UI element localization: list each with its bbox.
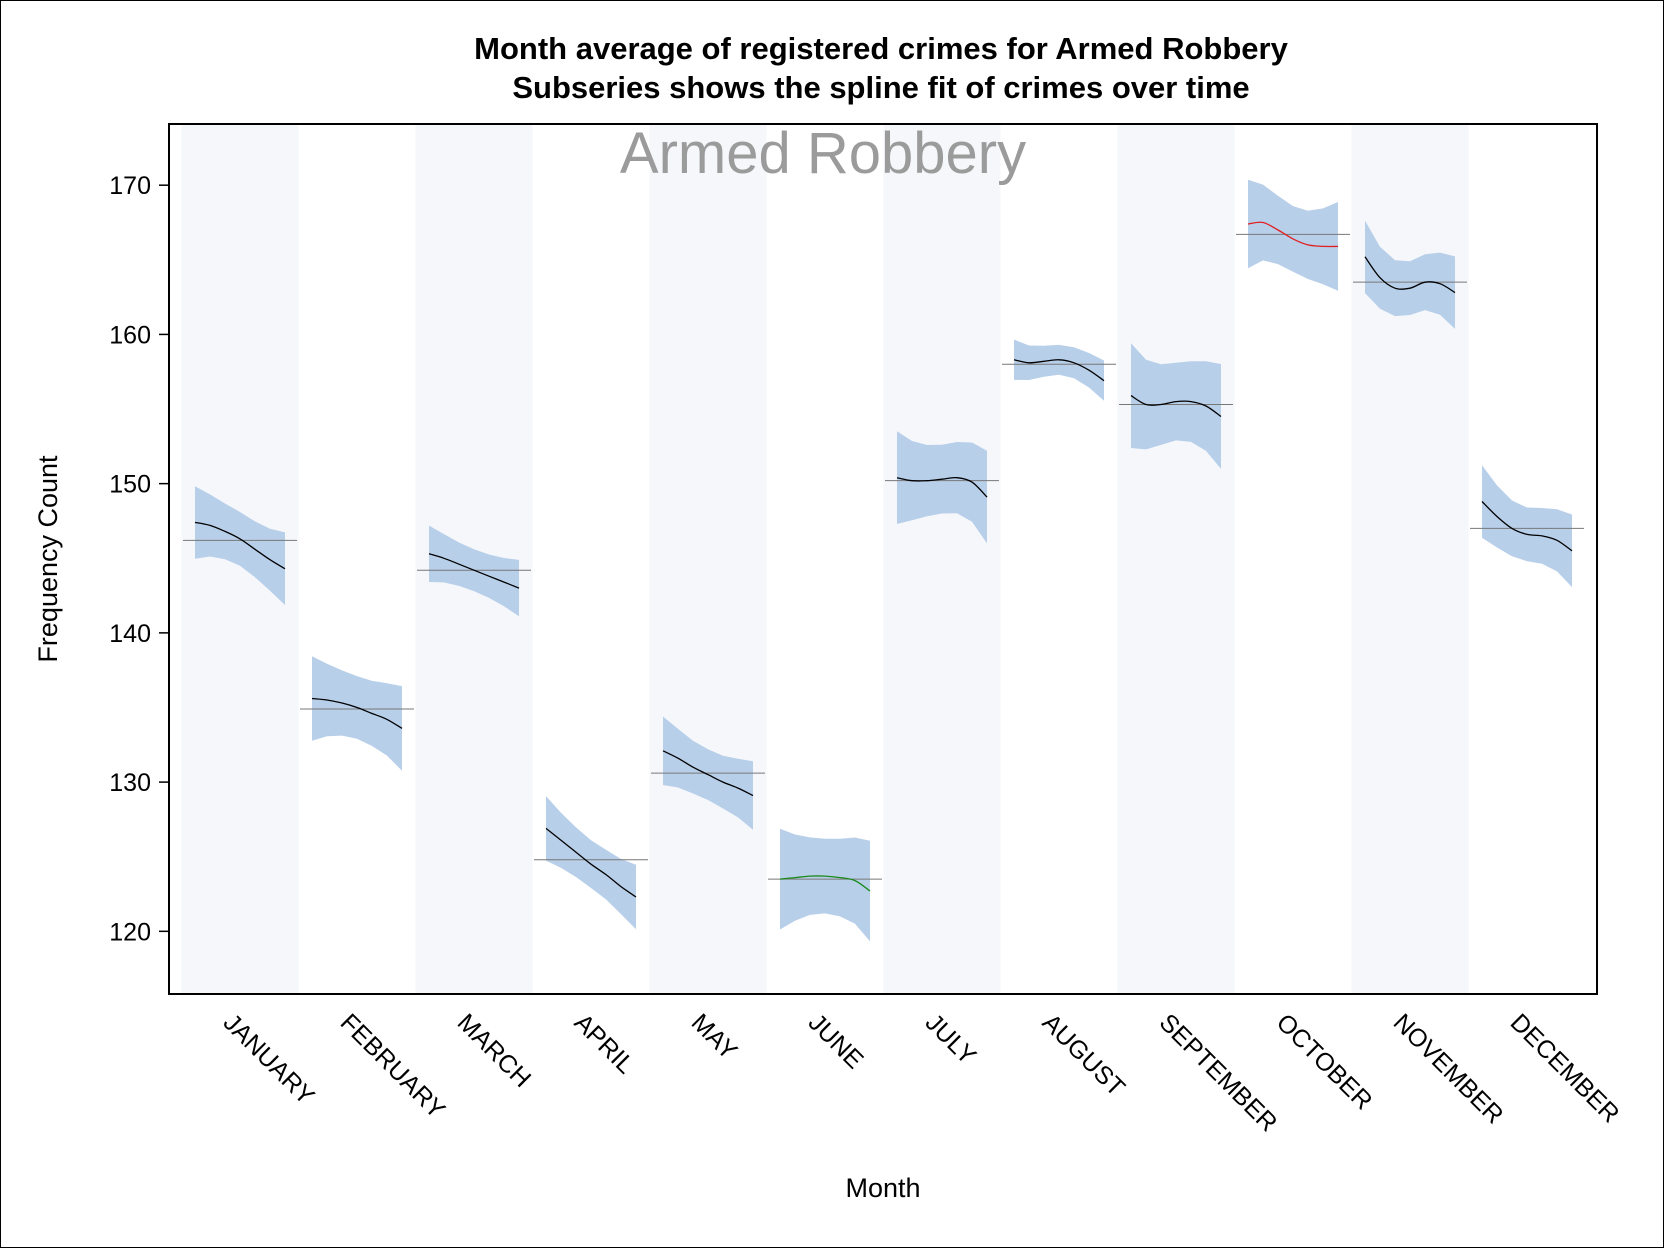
spline-september xyxy=(1130,395,1222,418)
ci-band-february xyxy=(312,656,402,771)
month-band xyxy=(1117,125,1235,993)
spline-february xyxy=(311,697,403,729)
x-tick-label: APRIL xyxy=(569,1008,640,1079)
y-tick-label: 170 xyxy=(109,172,151,200)
spline-july xyxy=(896,476,988,498)
ci-band-april xyxy=(546,796,636,930)
month-band xyxy=(883,125,1001,993)
y-axis-label: Frequency Count xyxy=(33,455,63,663)
spline-august xyxy=(1013,359,1105,382)
y-tick-label: 160 xyxy=(109,321,151,349)
spline-december xyxy=(1481,501,1573,552)
x-tick-label: JUNE xyxy=(803,1008,869,1074)
y-tick-label: 120 xyxy=(109,918,151,946)
y-tick-label: 140 xyxy=(109,620,151,648)
spline-november xyxy=(1364,256,1456,294)
spline-january xyxy=(194,521,286,570)
ci-band-january xyxy=(195,486,285,605)
month-band xyxy=(649,125,767,993)
ci-band-november xyxy=(1365,220,1455,329)
spline-lines xyxy=(194,221,1573,898)
ci-band-july xyxy=(897,431,987,544)
x-tick-label: FEBRUARY xyxy=(335,1008,451,1124)
ci-band-september xyxy=(1131,343,1221,469)
chart-title: Month average of registered crimes for A… xyxy=(474,31,1288,66)
ci-band-august xyxy=(1014,339,1104,401)
x-tick-label: OCTOBER xyxy=(1271,1008,1378,1115)
spline-march xyxy=(428,553,520,589)
x-tick-label: AUGUST xyxy=(1037,1008,1130,1101)
x-tick-label: DECEMBER xyxy=(1505,1008,1625,1128)
ci-band-october xyxy=(1248,179,1338,291)
x-tick-label: SEPTEMBER xyxy=(1154,1008,1283,1137)
chart-subtitle: Subseries shows the spline fit of crimes… xyxy=(512,70,1249,105)
y-axis: 120 130 140 150 160 170 xyxy=(109,172,169,946)
spline-may xyxy=(662,750,754,797)
x-tick-label: NOVEMBER xyxy=(1388,1008,1509,1129)
x-tick-label: JANUARY xyxy=(218,1008,320,1110)
ci-band-june xyxy=(780,828,870,942)
x-tick-label: JULY xyxy=(920,1008,982,1070)
spline-october xyxy=(1247,221,1339,248)
ci-band-december xyxy=(1482,465,1572,588)
x-tick-label: MARCH xyxy=(452,1008,537,1093)
month-bands xyxy=(181,125,1469,993)
spline-april xyxy=(545,827,637,898)
y-tick-label: 150 xyxy=(109,471,151,499)
spline-june xyxy=(779,875,871,892)
x-axis-label: Month xyxy=(845,1173,920,1203)
x-axis: JANUARY FEBRUARY MARCH APRIL MAY JUNE JULY AUGU… xyxy=(218,1008,1625,1137)
y-tick-label: 130 xyxy=(109,769,151,797)
panel-label: Armed Robbery xyxy=(620,121,1026,186)
confidence-bands xyxy=(195,179,1572,942)
ci-band-march xyxy=(429,525,519,617)
plot-area-border xyxy=(168,123,1598,995)
x-tick-label: MAY xyxy=(686,1008,743,1065)
